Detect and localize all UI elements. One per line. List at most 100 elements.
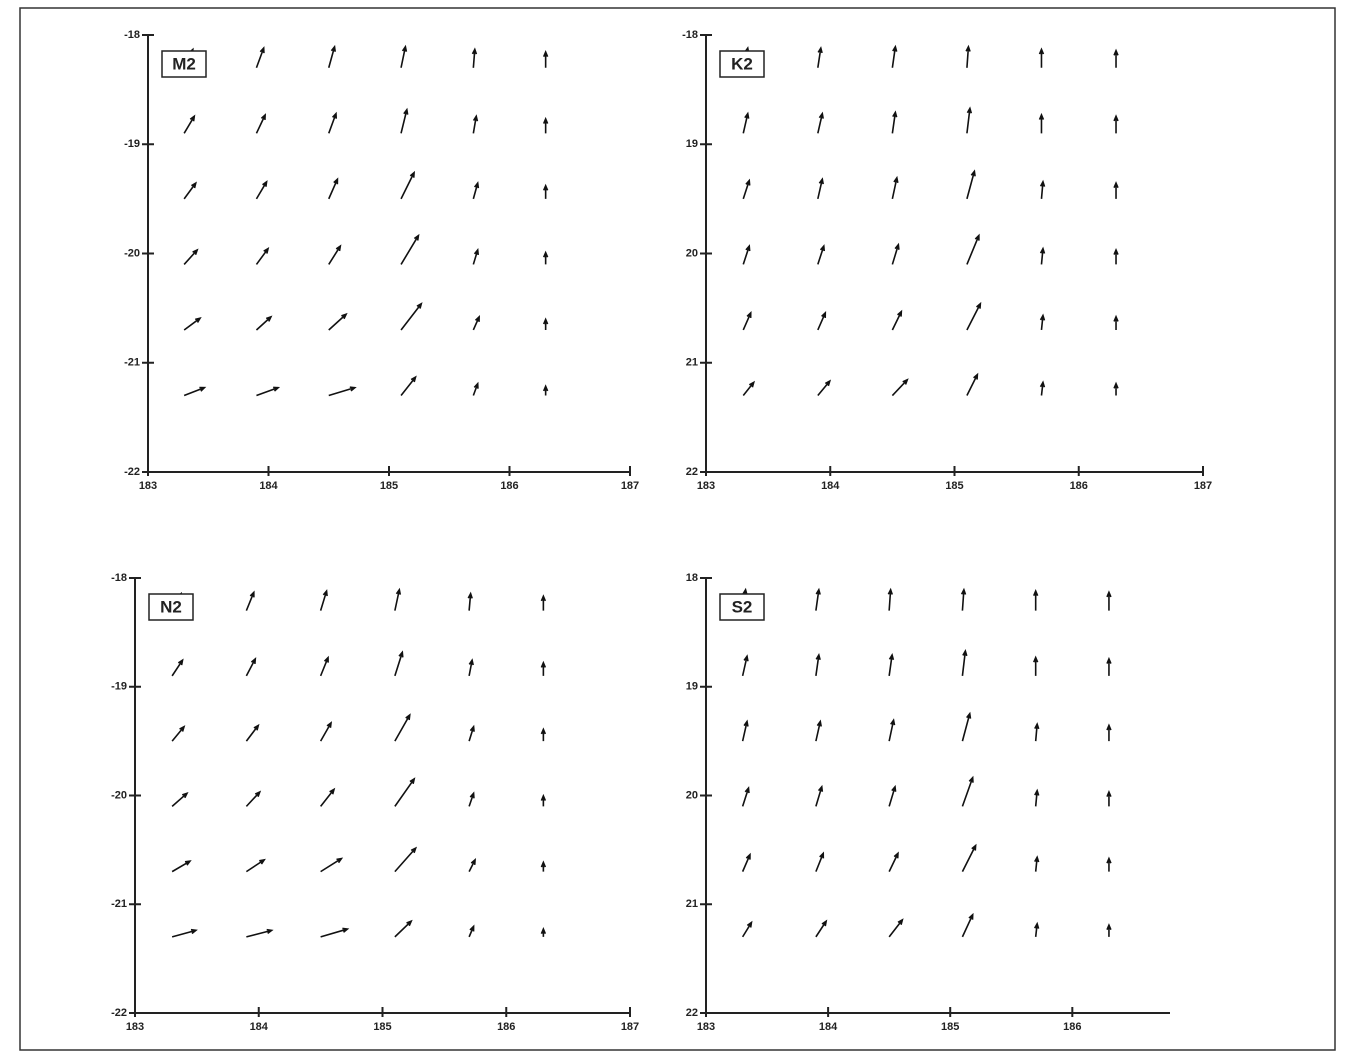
y-tick-label: -22 [124,466,140,478]
vector-arrow [1038,112,1045,134]
label-box [719,50,765,78]
vector-arrow [468,658,474,677]
vector-arrow [742,244,751,265]
y-tick-label: 20 [686,247,698,259]
vector-arrow [742,178,751,200]
vector-arrow [540,727,547,742]
y-tick-label: -20 [111,789,127,801]
y-tick-label: 21 [686,898,698,910]
vector-arrow [394,587,402,611]
vector-arrow [171,791,189,807]
vector-arrow [472,114,479,134]
vector-arrow [815,587,821,611]
vector-arrow [815,719,822,742]
vector-arrow [891,175,899,200]
vector-arrow [1106,789,1112,807]
vector-arrow [815,919,828,938]
vector-arrow [817,46,823,68]
vector-arrow [741,654,749,677]
vector-arrow [742,111,750,134]
vector-arrow [891,242,900,265]
y-tick-label: 19 [686,681,698,693]
vector-arrow [472,248,480,265]
vector-arrow [319,589,328,611]
y-tick-label: 22 [686,1007,698,1019]
vector-arrow [400,44,408,68]
vector-arrow [471,47,478,68]
vector-arrow [542,384,549,396]
vector-arrow [468,924,475,938]
vector-arrow [394,713,411,742]
x-tick-label: 186 [500,480,518,492]
x-tick-label: 186 [1063,1021,1081,1033]
vector-arrow [1106,923,1112,937]
panel: -18 -19 -20 -21 -22 183 184 185 186 187 N2 [111,572,639,1033]
x-tick-label: 186 [1070,480,1088,492]
x-tick-label: 186 [497,1021,515,1033]
x-tick-label: 183 [697,1021,715,1033]
vector-arrow [540,860,547,872]
x-tick-label: 184 [259,480,278,492]
vector-arrow [815,652,821,676]
vector-arrow [1039,380,1046,396]
vector-arrow [468,724,475,742]
vector-arrow [961,711,972,742]
x-tick-label: 184 [821,480,840,492]
y-tick-label: -20 [124,247,140,259]
vector-arrow [468,791,475,807]
vector-arrow [966,106,973,134]
vector-arrow [961,843,977,872]
vector-arrow [255,180,268,200]
y-tick-label: -18 [124,29,140,41]
x-tick-label: 184 [819,1021,838,1033]
panel-label: N2 [160,597,182,616]
x-tick-label: 184 [250,1021,269,1033]
vector-arrow [472,181,480,200]
vector-arrow [328,312,348,331]
vector-arrow [468,858,476,872]
x-tick-label: 187 [621,480,639,492]
vector-arrow [540,793,547,807]
panel: -18 19 20 21 22 183 184 185 186 187 K2 [682,29,1212,492]
vector-arrow [542,49,549,68]
vector-arrow [741,852,751,872]
x-tick-label: 187 [1194,480,1212,492]
frame [19,7,1336,1051]
vector-arrow [888,918,904,938]
vector-arrow [328,386,357,397]
vector-arrow [467,591,473,611]
vector-arrow [255,247,270,265]
vector-arrow [171,658,184,677]
x-tick-label: 187 [621,1021,639,1033]
vector-arrow [400,170,415,200]
panel-label: M2 [172,54,196,73]
vector-arrow [966,301,982,331]
vector-arrow [472,381,479,396]
vector-arrow [255,46,265,69]
vector-arrow [319,787,336,807]
vector-arrow [887,587,893,611]
vector-arrow [1113,381,1119,396]
panel: -18 -19 -20 -21 -22 183 184 185 186 187 M2 [124,29,639,492]
vector-arrow [1106,723,1112,742]
x-tick-label: 183 [126,1021,144,1033]
label-box [719,593,765,621]
vector-arrow [171,725,186,742]
vector-arrow [394,846,418,873]
vector-arrow [394,777,416,807]
vector-arrow [542,317,549,330]
vector-arrow [741,719,749,742]
label-box [148,593,194,621]
vector-arrow [245,590,255,611]
vector-arrow [394,650,404,677]
panel-label: K2 [731,54,753,73]
vector-arrow [1113,48,1119,68]
vector-arrow [245,858,266,873]
y-tick-label: -21 [124,357,140,369]
vector-arrow [328,244,342,265]
vector-arrow [320,857,344,873]
vector-arrow [1034,722,1040,742]
vector-arrow [1039,246,1046,265]
vector-arrow [960,587,967,611]
